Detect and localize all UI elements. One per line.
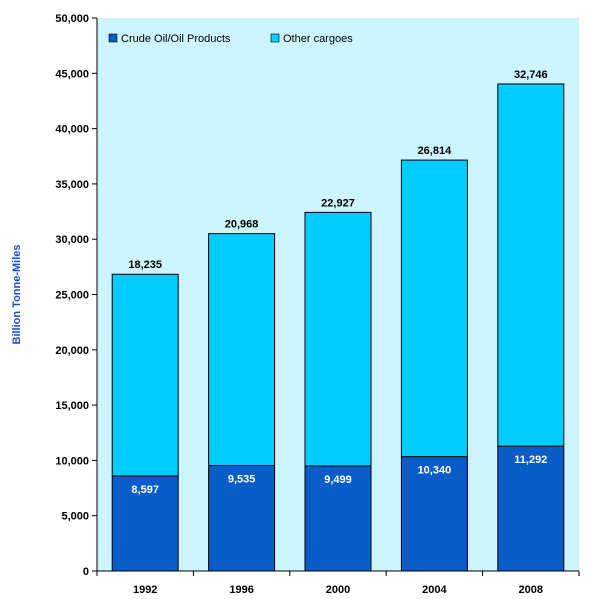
y-tick-label: 15,000	[55, 400, 89, 412]
data-label-crude: 8,597	[131, 484, 159, 496]
bar-crude	[304, 465, 372, 572]
x-tick-label: 1996	[229, 584, 253, 596]
bar-crude	[208, 465, 276, 572]
y-tick-label: 30,000	[55, 234, 89, 246]
data-label-crude: 11,292	[514, 454, 547, 466]
y-tick-label: 40,000	[55, 124, 89, 136]
bar-other-cargoes	[208, 233, 276, 467]
y-tick-label: 0	[83, 566, 89, 578]
bar-other-cargoes	[111, 273, 179, 477]
bar-other-cargoes	[400, 159, 468, 458]
bar-other-cargoes	[304, 211, 372, 467]
legend-swatch-other	[270, 33, 280, 43]
y-tick-label: 50,000	[55, 13, 89, 25]
bar-groups: 8,597 18,235 9,535 20,968 9,499 22,927 10,340 2…	[111, 69, 565, 572]
legend-label-crude: Crude Oil/Oil Products	[121, 33, 231, 45]
bar-crude	[111, 475, 179, 572]
data-label-other: 22,927	[321, 197, 355, 209]
data-label-other: 26,814	[418, 145, 453, 157]
legend-swatch-crude	[108, 33, 118, 43]
data-label-crude: 9,499	[324, 474, 352, 486]
y-axis-label: Billion Tonne-Miles	[11, 244, 23, 344]
y-tick-label: 25,000	[55, 290, 89, 302]
data-label-other: 32,746	[514, 69, 548, 81]
x-axis-ticks: 1992 1996 2000 2004 2008	[96, 571, 580, 596]
legend: Crude Oil/Oil Products Other cargoes	[108, 33, 353, 45]
y-tick-label: 35,000	[55, 179, 89, 191]
data-label-crude: 9,535	[228, 474, 256, 486]
x-tick-label: 2008	[519, 584, 543, 596]
bar-crude	[497, 445, 565, 572]
data-label-other: 20,968	[225, 219, 259, 231]
bar-crude	[400, 456, 468, 572]
y-tick-label: 45,000	[55, 68, 89, 80]
bar-other-cargoes	[497, 83, 565, 447]
x-tick-label: 1992	[133, 584, 157, 596]
y-tick-label: 5,000	[61, 511, 89, 523]
y-tick-label: 20,000	[55, 345, 89, 357]
x-tick-label: 2000	[326, 584, 350, 596]
data-label-other: 18,235	[128, 259, 162, 271]
x-tick-label: 2004	[422, 584, 447, 596]
data-label-crude: 10,340	[418, 465, 452, 477]
y-tick-label: 10,000	[55, 455, 89, 467]
y-axis-ticks: 0 5,000 10,000 15,000 20,000 25,000 30,000 35,0…	[55, 13, 97, 578]
legend-label-other: Other cargoes	[283, 33, 353, 45]
